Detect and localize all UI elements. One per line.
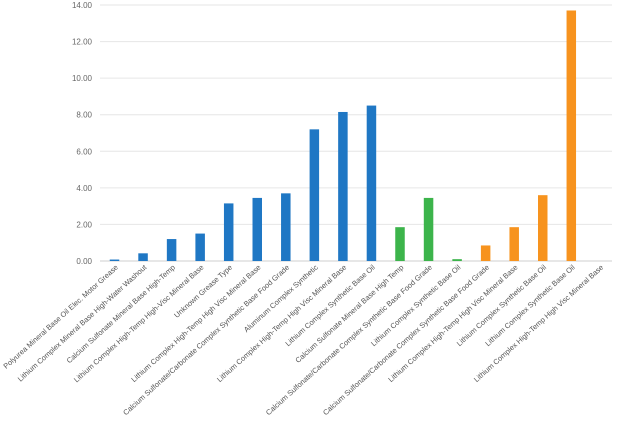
y-tick-label: 6.00 [76,147,92,156]
y-tick-label: 12.00 [72,38,93,47]
bar[interactable] [509,227,519,261]
x-category-label: Lithium Complex High-Temp High-Visc Mine… [72,263,206,384]
y-tick-label: 0.00 [76,257,92,266]
bar[interactable] [309,129,320,261]
gridlines [100,4,612,262]
y-tick-label: 14.00 [72,1,93,10]
bar[interactable] [538,195,548,261]
bar[interactable] [423,197,434,261]
bar[interactable] [480,245,491,261]
y-tick-label: 2.00 [76,220,92,229]
y-tick-label: 10.00 [72,74,93,83]
x-axis-category-labels: Polyurea Mineral Base Oil Elec. Motor Gr… [1,263,605,418]
bar[interactable] [566,10,577,261]
y-axis-ticks: 0.00 2.00 4.00 6.00 8.00 10.00 12.00 14.00 [72,1,93,266]
bar[interactable] [452,259,462,261]
bar[interactable] [281,193,291,261]
bar[interactable] [252,197,263,261]
bar[interactable] [138,253,148,261]
bar[interactable] [223,203,234,261]
bar[interactable] [166,239,177,261]
bar[interactable] [109,259,120,261]
bar[interactable] [338,111,348,261]
x-category-label: Lithium Complex Mineral Base High-Water … [16,263,149,384]
bar[interactable] [195,233,205,261]
y-tick-label: 4.00 [76,184,92,193]
bar[interactable] [366,105,377,261]
y-tick-label: 8.00 [76,111,92,120]
bar[interactable] [395,227,405,261]
bars [109,10,577,261]
